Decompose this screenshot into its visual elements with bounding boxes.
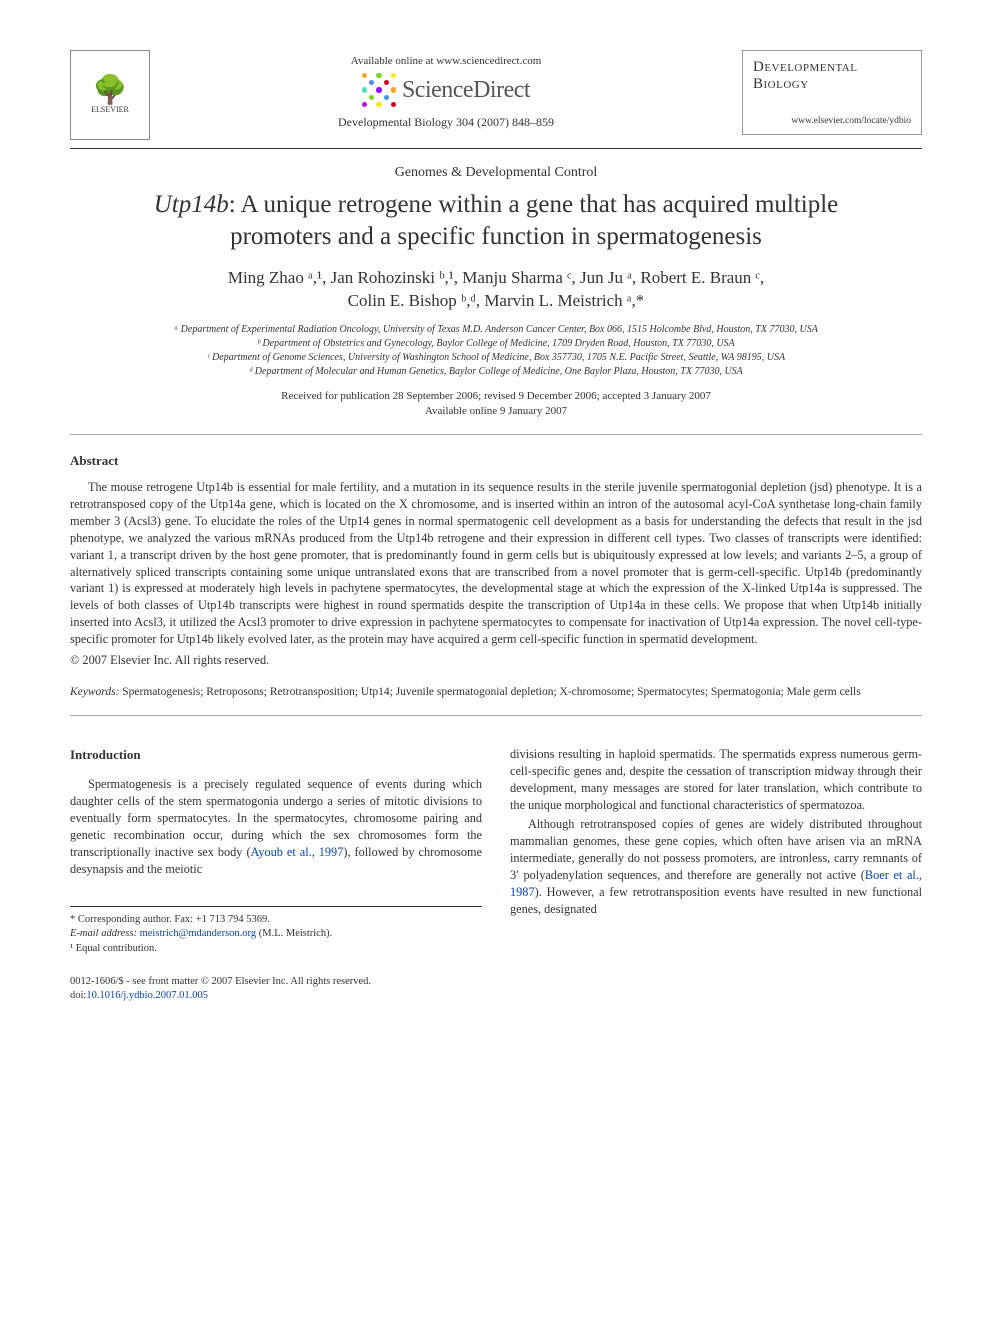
journal-citation: Developmental Biology 304 (2007) 848–859 [150,115,742,130]
abstract-text: The mouse retrogene Utp14b is essential … [70,479,922,649]
journal-title-1: Developmental [753,59,911,76]
journal-title-2: Biology [753,76,911,93]
intro-heading: Introduction [70,746,482,764]
intro-para-3: Although retrotransposed copies of genes… [510,816,922,918]
page-header: 🌳 ELSEVIER Available online at www.scien… [70,50,922,140]
keywords-text: Spermatogenesis; Retroposons; Retrotrans… [119,686,860,698]
intro-para-2: divisions resulting in haploid spermatid… [510,746,922,814]
footnotes: * Corresponding author. Fax: +1 713 794 … [70,906,482,957]
right-column: divisions resulting in haploid spermatid… [510,746,922,1004]
aff-d: ᵈ Department of Molecular and Human Gene… [70,365,922,379]
aff-a: ᵃ Department of Experimental Radiation O… [70,323,922,337]
dates-line-2: Available online 9 January 2007 [70,404,922,419]
doi-label: doi: [70,990,86,1001]
available-online-line: Available online at www.sciencedirect.co… [150,55,742,67]
affiliations: ᵃ Department of Experimental Radiation O… [70,323,922,379]
front-matter-line: 0012-1606/$ - see front matter © 2007 El… [70,975,482,990]
keywords-label: Keywords: [70,686,119,698]
equal-contribution: ¹ Equal contribution. [70,942,482,957]
citation-link-ayoub[interactable]: Ayoub et al., 1997 [251,845,344,859]
footer-copyright: 0012-1606/$ - see front matter © 2007 El… [70,975,482,1004]
email-line: E-mail address: meistrich@mdanderson.org… [70,927,482,942]
abstract-copyright: © 2007 Elsevier Inc. All rights reserved… [70,652,922,669]
sciencedirect-name: ScienceDirect [402,77,530,104]
dates-line-1: Received for publication 28 September 20… [70,389,922,404]
aff-b: ᵇ Department of Obstetrics and Gynecolog… [70,337,922,351]
author-list: Ming Zhao ᵃ,¹, Jan Rohozinski ᵇ,¹, Manju… [70,267,922,313]
intro-para-1: Spermatogenesis is a precisely regulated… [70,776,482,878]
journal-url: www.elsevier.com/locate/ydbio [753,116,911,126]
keywords: Keywords: Spermatogenesis; Retroposons; … [70,685,922,701]
sd-dots-icon [362,73,396,107]
abstract-top-rule [70,434,922,435]
aff-c: ᶜ Department of Genome Sciences, Univers… [70,351,922,365]
abstract-bottom-rule [70,715,922,716]
doi-line: doi:10.1016/j.ydbio.2007.01.005 [70,989,482,1004]
email-label: E-mail address: [70,928,137,939]
sciencedirect-logo: ScienceDirect [150,73,742,107]
left-column: Introduction Spermatogenesis is a precis… [70,746,482,1004]
p3-post: ). However, a few retrotransposition eve… [510,885,922,916]
elsevier-logo: 🌳 ELSEVIER [70,50,150,140]
authors-line-2: Colin E. Bishop ᵇ,ᵈ, Marvin L. Meistrich… [70,290,922,313]
email-link[interactable]: meistrich@mdanderson.org [137,928,256,939]
body-columns: Introduction Spermatogenesis is a precis… [70,746,922,1004]
article-title: Utp14b: A unique retrogene within a gene… [100,189,892,253]
authors-line-1: Ming Zhao ᵃ,¹, Jan Rohozinski ᵇ,¹, Manju… [70,267,922,290]
title-rest: : A unique retrogene within a gene that … [229,191,839,250]
top-rule [70,148,922,149]
p3-pre: Although retrotransposed copies of genes… [510,817,922,882]
email-attribution: (M.L. Meistrich). [256,928,332,939]
header-center: Available online at www.sciencedirect.co… [150,50,742,130]
title-gene: Utp14b [154,191,229,218]
abstract-heading: Abstract [70,453,922,469]
article-type: Genomes & Developmental Control [70,165,922,181]
corresponding-author: * Corresponding author. Fax: +1 713 794 … [70,913,482,928]
abstract-body: The mouse retrogene Utp14b is essential … [70,479,922,670]
doi-link[interactable]: 10.1016/j.ydbio.2007.01.005 [86,990,208,1001]
article-dates: Received for publication 28 September 20… [70,389,922,420]
tree-icon: 🌳 [93,77,128,105]
elsevier-label: ELSEVIER [91,105,129,114]
journal-box: Developmental Biology www.elsevier.com/l… [742,50,922,135]
